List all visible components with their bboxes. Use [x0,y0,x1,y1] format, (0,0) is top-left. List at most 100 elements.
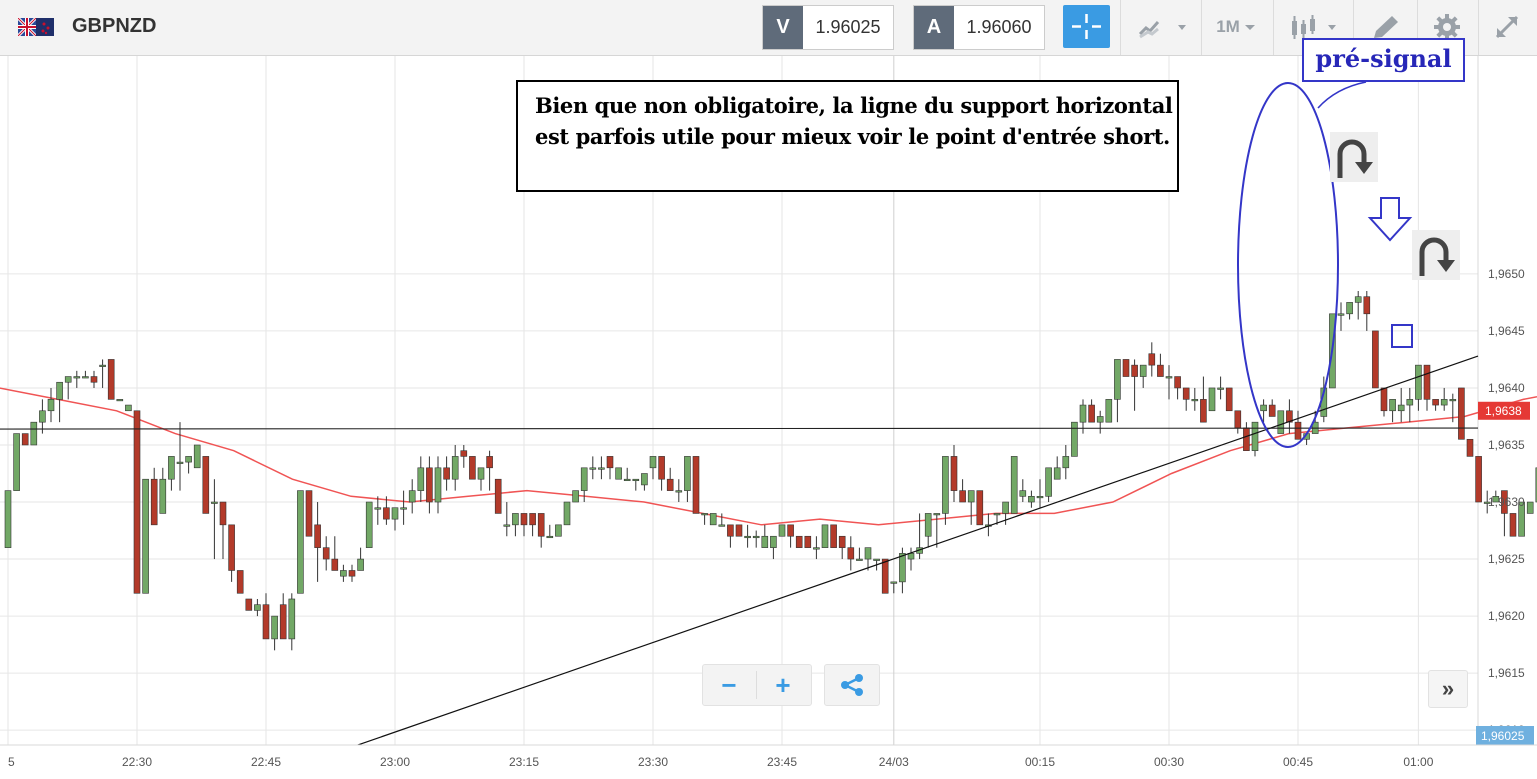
settings-button[interactable] [1424,5,1470,48]
zoom-controls: − + [702,664,812,706]
candle-body-up [1208,387,1216,412]
candle [959,479,966,503]
chart-type-icon [1138,20,1186,38]
y-axis: 1,9650 1,9645 1,9640 1,9635 1,9630 1,9625 1,96… [1476,267,1534,745]
candle-body-down [314,524,321,548]
candle [331,536,339,571]
buy-price-button[interactable]: A 1.96060 [913,5,1045,50]
fullscreen-button[interactable] [1484,5,1530,48]
candle [1277,410,1285,434]
candle-body-up [512,513,519,526]
entry-down-arrow-icon [1367,197,1413,242]
candle-body-down [787,524,794,537]
candle [494,478,502,514]
candle [761,524,769,548]
candle-body-up [185,456,192,463]
uturn-arc [1419,237,1449,276]
candle-body-down [838,535,846,548]
candle [666,467,674,491]
candle-body-down [1501,490,1508,514]
candle-style-button[interactable] [1284,5,1344,48]
candle-body-down [1466,438,1474,457]
candle [1225,387,1233,412]
uturn-bg [1412,230,1460,280]
candle [512,513,519,537]
candle-body-up [598,467,605,470]
candle [30,421,38,446]
crosshair-button[interactable] [1063,5,1110,48]
candle-body-up [1217,387,1224,390]
presignal-label-box: pré-signal [1302,38,1465,82]
candle-body-up [580,467,588,491]
x-axis: 5 22:30 22:45 23:00 23:15 23:30 23:45 24/03 00:1… [0,744,1537,779]
candle [64,376,72,400]
y-tick-label: 1,9635 [1488,438,1525,452]
candle [942,456,949,525]
candle-body-down [1372,330,1379,389]
candlestick-icon [1292,14,1336,39]
share-button[interactable] [824,664,880,706]
candle-body-up [1010,456,1018,514]
candle [933,513,941,548]
candle-body-up [116,399,124,402]
y-tick-label: 1,9625 [1488,552,1525,566]
candle [99,359,106,388]
candle [365,501,373,548]
candle-body-down [494,478,502,514]
ask-price-label: 1,96025 [1481,729,1525,743]
x-tick-label: 01:00 [1403,755,1433,769]
candle [589,456,597,480]
candle-body-up [56,381,63,400]
candle [795,535,803,548]
candle [73,370,81,388]
candle [1406,387,1414,423]
candle [598,456,605,480]
candle-body-down [959,490,966,503]
uturn-bg [1330,132,1378,182]
candle [168,456,175,491]
y-tick-label: 1,9640 [1488,381,1525,395]
candle [813,536,820,560]
buy-price: 1.96060 [966,17,1032,37]
candle-body-up [73,376,81,379]
candle-body-up [675,490,683,493]
draw-tool-button[interactable] [1360,5,1410,48]
candle [202,456,210,514]
zoom-out-button[interactable]: − [721,669,737,700]
candle [1415,364,1422,411]
candle [400,490,407,525]
candle-body-up [890,581,898,584]
candle-body-up [125,404,132,412]
candle [950,444,958,503]
x-tick-label: 00:30 [1154,755,1184,769]
candle-body-down [21,433,29,446]
candle [735,524,743,537]
candle [675,479,683,503]
candle-body-down [1458,387,1465,440]
timeframe-button[interactable]: 1M [1208,5,1264,48]
chart-type-button[interactable] [1132,5,1192,48]
presignal-label: pré-signal [1315,44,1452,73]
candle-body-up [1045,467,1052,497]
candle [1148,342,1156,377]
scroll-to-latest-button[interactable]: » [1428,670,1468,708]
candle-body-up [899,553,906,583]
candle [477,467,485,491]
last-price-label: 1,9638 [1485,404,1522,418]
candle-body-up [374,507,382,510]
candle-body-down [486,456,493,469]
zoom-in-button[interactable]: + [775,669,791,700]
candle [546,524,554,539]
candle [701,513,708,525]
candle [314,502,321,582]
candle [185,456,192,474]
candle [1139,364,1147,388]
candle [632,478,640,491]
candle-body-down [1509,513,1517,537]
candle-body-up [761,535,769,548]
candle-body-up [718,524,726,527]
y-tick-label: 1,9630 [1488,495,1525,509]
sell-price-button[interactable]: V 1.96025 [762,5,894,50]
chevron-down-icon [1244,24,1255,30]
